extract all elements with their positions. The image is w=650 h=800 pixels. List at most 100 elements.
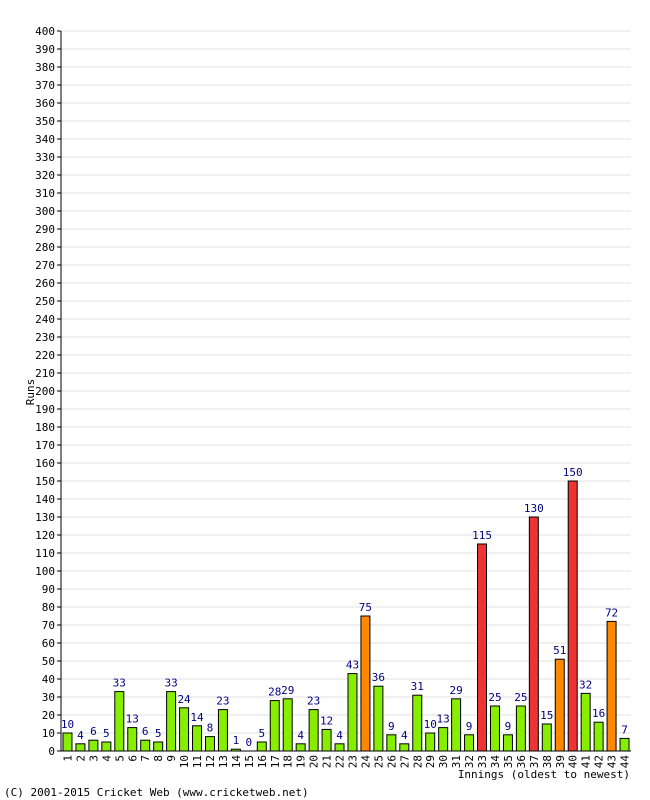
bar [88, 739, 99, 752]
x-tick-label: 15 [243, 755, 256, 768]
bar [153, 741, 164, 752]
x-tick-label: 12 [204, 755, 217, 768]
x-tick-label: 7 [139, 755, 152, 762]
copyright-text: (C) 2001-2015 Cricket Web (www.cricketwe… [4, 786, 309, 799]
y-tick-label: 200 [35, 385, 55, 398]
data-label: 36 [372, 671, 385, 684]
x-tick-label: 42 [593, 755, 606, 768]
bar [541, 723, 552, 752]
gridlines [61, 30, 631, 734]
data-label: 6 [90, 725, 97, 738]
data-label: 130 [524, 502, 544, 515]
y-tick-label: 320 [35, 169, 55, 182]
x-tick-label: 8 [152, 755, 165, 762]
y-tick-label: 180 [35, 421, 55, 434]
bar [489, 705, 500, 752]
y-tick-label: 110 [35, 547, 55, 560]
data-label: 10 [61, 718, 74, 731]
y-axis-ticks: 0 10 20 30 40 50 60 70 80 90 100 110 120 130 140 150 160… [35, 25, 61, 758]
data-label: 4 [401, 729, 408, 742]
data-label: 23 [216, 695, 229, 708]
bar [593, 721, 604, 752]
data-label: 28 [268, 686, 281, 699]
bar [101, 741, 112, 752]
x-axis-ticks: 1 2 3 4 5 6 7 8 9 10 11 12 13 14 15 16 17 18 19 20 21 22 23 24 2… [61, 755, 631, 769]
bar [425, 732, 436, 752]
y-tick-label: 380 [35, 61, 55, 74]
y-tick-label: 400 [35, 25, 55, 38]
x-tick-label: 2 [74, 755, 87, 762]
x-tick-label: 33 [476, 755, 489, 768]
data-label: 13 [126, 713, 139, 726]
x-tick-label: 20 [308, 755, 321, 768]
bar [321, 728, 332, 752]
bar [606, 620, 617, 752]
bar [295, 743, 306, 752]
y-tick-label: 80 [42, 601, 55, 614]
y-tick-label: 70 [42, 619, 55, 632]
bar [438, 727, 449, 752]
y-tick-label: 90 [42, 583, 55, 596]
y-tick-label: 220 [35, 349, 55, 362]
y-axis-label: Runs [24, 379, 37, 406]
bar [334, 743, 345, 752]
bar [114, 691, 125, 752]
x-tick-label: 34 [489, 755, 502, 769]
x-tick-label: 21 [321, 755, 334, 768]
bar [412, 694, 423, 752]
x-tick-label: 22 [334, 755, 347, 768]
x-tick-label: 43 [606, 755, 619, 768]
y-tick-label: 310 [35, 187, 55, 200]
y-tick-label: 240 [35, 313, 55, 326]
data-label: 15 [540, 709, 553, 722]
data-label: 10 [424, 718, 437, 731]
bar [477, 543, 488, 752]
y-tick-label: 170 [35, 439, 55, 452]
x-tick-label: 4 [100, 755, 113, 762]
data-label: 14 [190, 711, 204, 724]
x-tick-label: 1 [61, 755, 74, 762]
x-tick-label: 41 [580, 755, 593, 768]
y-tick-label: 340 [35, 133, 55, 146]
bar [386, 734, 397, 752]
x-tick-label: 18 [282, 755, 295, 768]
x-tick-label: 44 [619, 755, 632, 769]
x-tick-label: 35 [502, 755, 515, 768]
data-label: 5 [258, 727, 265, 740]
data-label: 0 [246, 736, 253, 749]
y-tick-label: 20 [42, 709, 55, 722]
x-tick-label: 14 [230, 755, 243, 769]
x-tick-label: 13 [217, 755, 230, 768]
x-tick-label: 25 [372, 755, 385, 768]
data-label: 25 [514, 691, 527, 704]
data-label: 150 [563, 466, 583, 479]
x-tick-label: 29 [424, 755, 437, 768]
x-tick-label: 36 [515, 755, 528, 768]
data-label: 8 [207, 722, 214, 735]
y-tick-label: 300 [35, 205, 55, 218]
x-tick-label: 37 [528, 755, 541, 768]
y-tick-label: 350 [35, 115, 55, 128]
data-label: 9 [388, 720, 395, 733]
bar [619, 737, 630, 752]
y-tick-label: 390 [35, 43, 55, 56]
y-tick-label: 10 [42, 727, 55, 740]
data-label: 4 [297, 729, 304, 742]
bar [554, 658, 565, 752]
x-axis-label: Innings (oldest to newest) [458, 768, 630, 781]
bar [269, 700, 280, 752]
bar [217, 709, 228, 752]
x-tick-label: 26 [385, 755, 398, 768]
bar [256, 741, 267, 752]
bar [308, 709, 319, 752]
x-tick-label: 11 [191, 755, 204, 768]
data-label: 72 [605, 606, 618, 619]
x-tick-label: 5 [113, 755, 126, 762]
bar [347, 673, 358, 752]
y-tick-label: 330 [35, 151, 55, 164]
y-tick-label: 230 [35, 331, 55, 344]
data-label: 115 [472, 529, 492, 542]
bar [515, 705, 526, 752]
bar [464, 734, 475, 752]
